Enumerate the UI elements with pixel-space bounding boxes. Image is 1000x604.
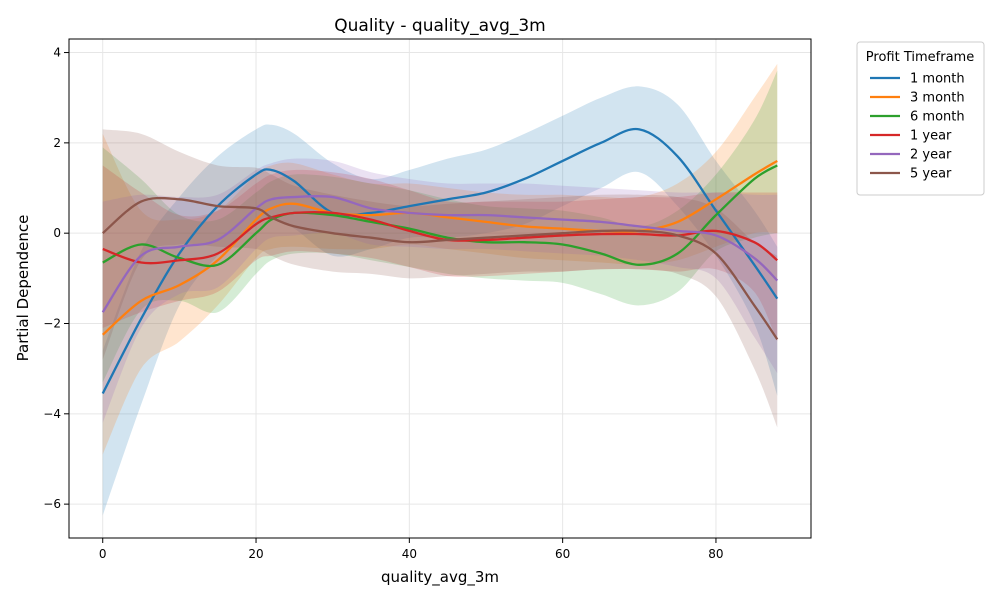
x-tick-label: 0 [99, 547, 107, 561]
legend-entries: 1 month 3 month 6 month 1 year 2 year 5 year [870, 72, 965, 182]
confidence-band [102, 129, 778, 428]
legend-label: 6 month [910, 110, 965, 125]
y-tick-label: −6 [43, 497, 61, 511]
x-tick-label: 80 [708, 547, 723, 561]
confidence-band [102, 63, 778, 455]
legend-label: 2 year [910, 148, 952, 163]
y-axis-ticks: −6 −4 −2 0 2 4 [43, 46, 69, 511]
x-tick-label: 20 [248, 547, 263, 561]
series-line [101, 196, 779, 340]
confidence-band [102, 158, 778, 423]
legend-box [856, 41, 985, 196]
legend-title: Profit Timeframe [866, 50, 974, 65]
y-tick-label: −4 [43, 407, 61, 421]
legend-label: 3 month [910, 91, 965, 106]
series-line [102, 164, 778, 268]
confidence-band [102, 70, 778, 383]
y-tick-label: 4 [53, 46, 61, 60]
confidence-bands [102, 63, 778, 516]
x-axis-label: quality_avg_3m [381, 568, 499, 587]
x-tick-label: 40 [402, 547, 417, 561]
series-line [101, 194, 779, 313]
x-tick-label: 60 [555, 547, 570, 561]
y-tick-label: 2 [53, 136, 61, 150]
grid [69, 39, 811, 538]
y-tick-label: 0 [53, 226, 61, 240]
legend-label: 1 year [910, 129, 952, 144]
chart-title: Quality - quality_avg_3m [334, 16, 546, 36]
legend-label: 5 year [910, 167, 952, 182]
x-axis-ticks: 0 20 40 60 80 [99, 538, 724, 561]
plot-frame [68, 38, 812, 539]
y-tick-label: −2 [43, 316, 61, 330]
legend-label: 1 month [910, 72, 965, 87]
series-lines [101, 127, 779, 395]
y-axis-label: Partial Dependence [14, 215, 32, 362]
confidence-band [102, 86, 778, 516]
